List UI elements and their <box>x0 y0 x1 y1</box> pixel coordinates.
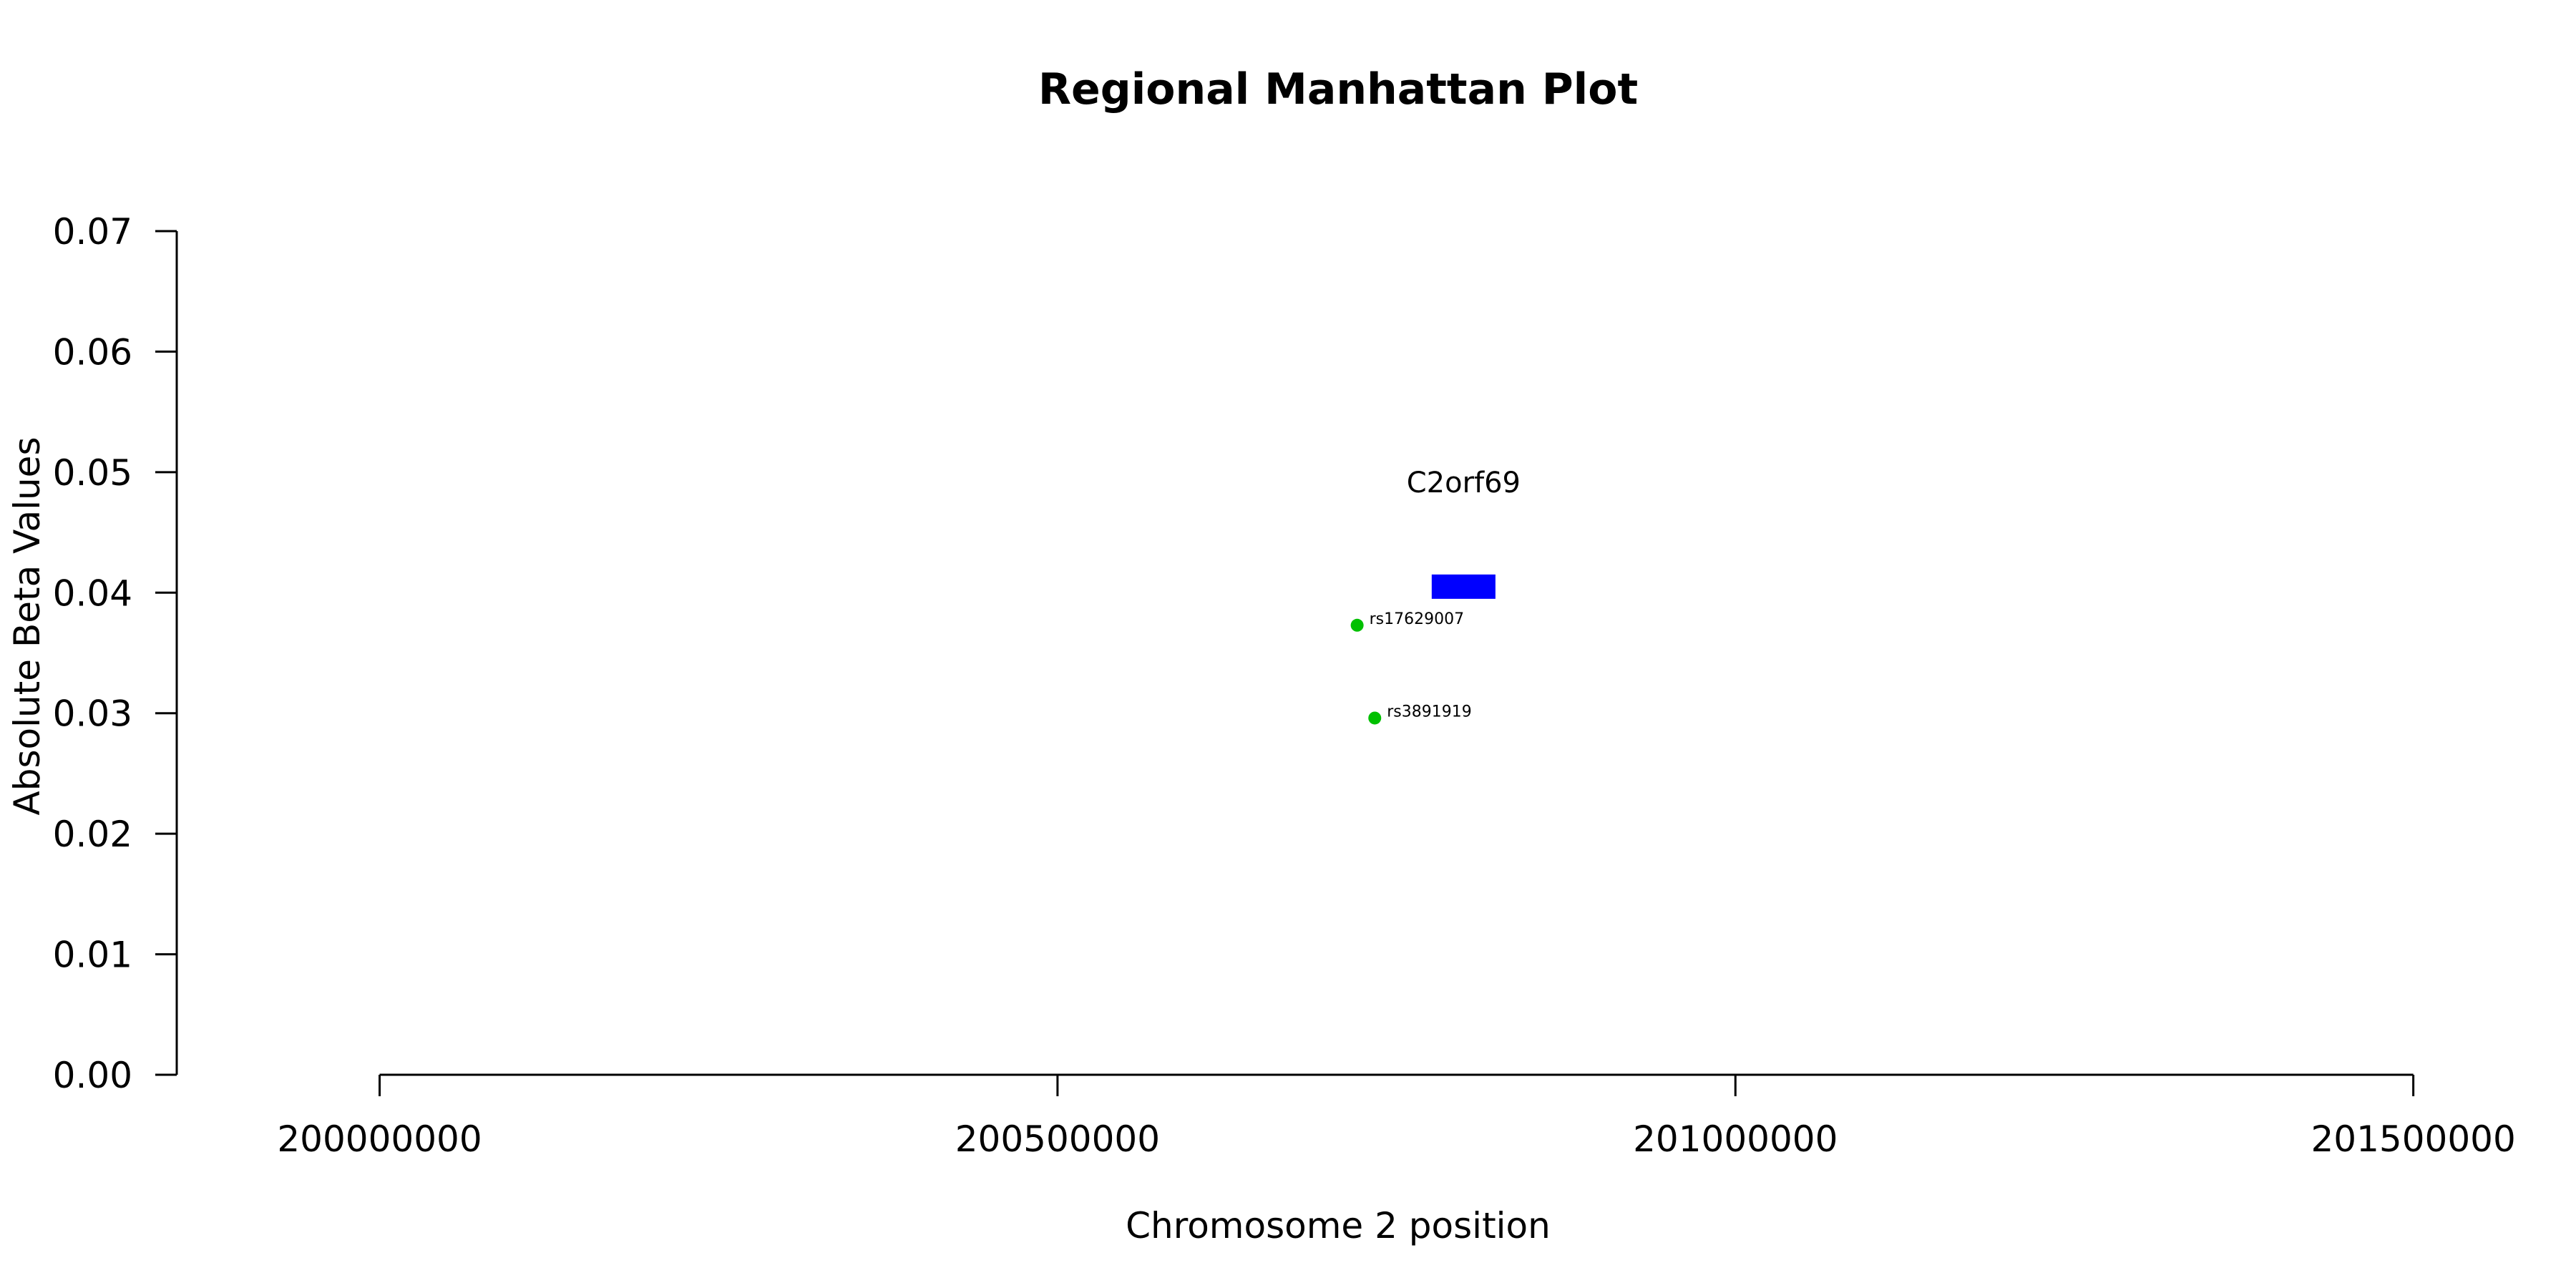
x-axis: 200000000 200500000 201000000 201500000 <box>277 1075 2515 1160</box>
snp-label: rs17629007 <box>1370 610 1464 628</box>
y-tick-label: 0.03 <box>53 693 132 735</box>
genes-layer: C2orf69 <box>1407 467 1521 599</box>
y-tick-label: 0.04 <box>53 572 132 614</box>
y-axis: 0.00 0.01 0.02 0.03 0.04 0.05 0.06 0.07 <box>53 211 177 1096</box>
x-tick-label: 201500000 <box>2311 1118 2515 1160</box>
y-tick-label: 0.07 <box>53 211 132 253</box>
x-tick-label: 201000000 <box>1633 1118 1838 1160</box>
x-tick-label: 200500000 <box>955 1118 1160 1160</box>
gene-bar <box>1432 575 1496 599</box>
x-axis-label: Chromosome 2 position <box>1126 1205 1551 1246</box>
y-tick-label: 0.06 <box>53 331 132 373</box>
snp-label: rs3891919 <box>1387 703 1472 721</box>
y-tick-label: 0.00 <box>53 1055 132 1096</box>
y-tick-label: 0.02 <box>53 814 132 855</box>
snp-point <box>1368 711 1381 724</box>
gene-label: C2orf69 <box>1407 467 1521 499</box>
points-layer: rs17629007 rs3891919 <box>1351 610 1472 725</box>
snp-point <box>1351 619 1364 632</box>
y-tick-label: 0.05 <box>53 452 132 494</box>
chart-title: Regional Manhattan Plot <box>1038 64 1638 114</box>
x-tick-label: 200000000 <box>277 1118 482 1160</box>
y-tick-label: 0.01 <box>53 935 132 976</box>
y-axis-label: Absolute Beta Values <box>6 437 48 816</box>
